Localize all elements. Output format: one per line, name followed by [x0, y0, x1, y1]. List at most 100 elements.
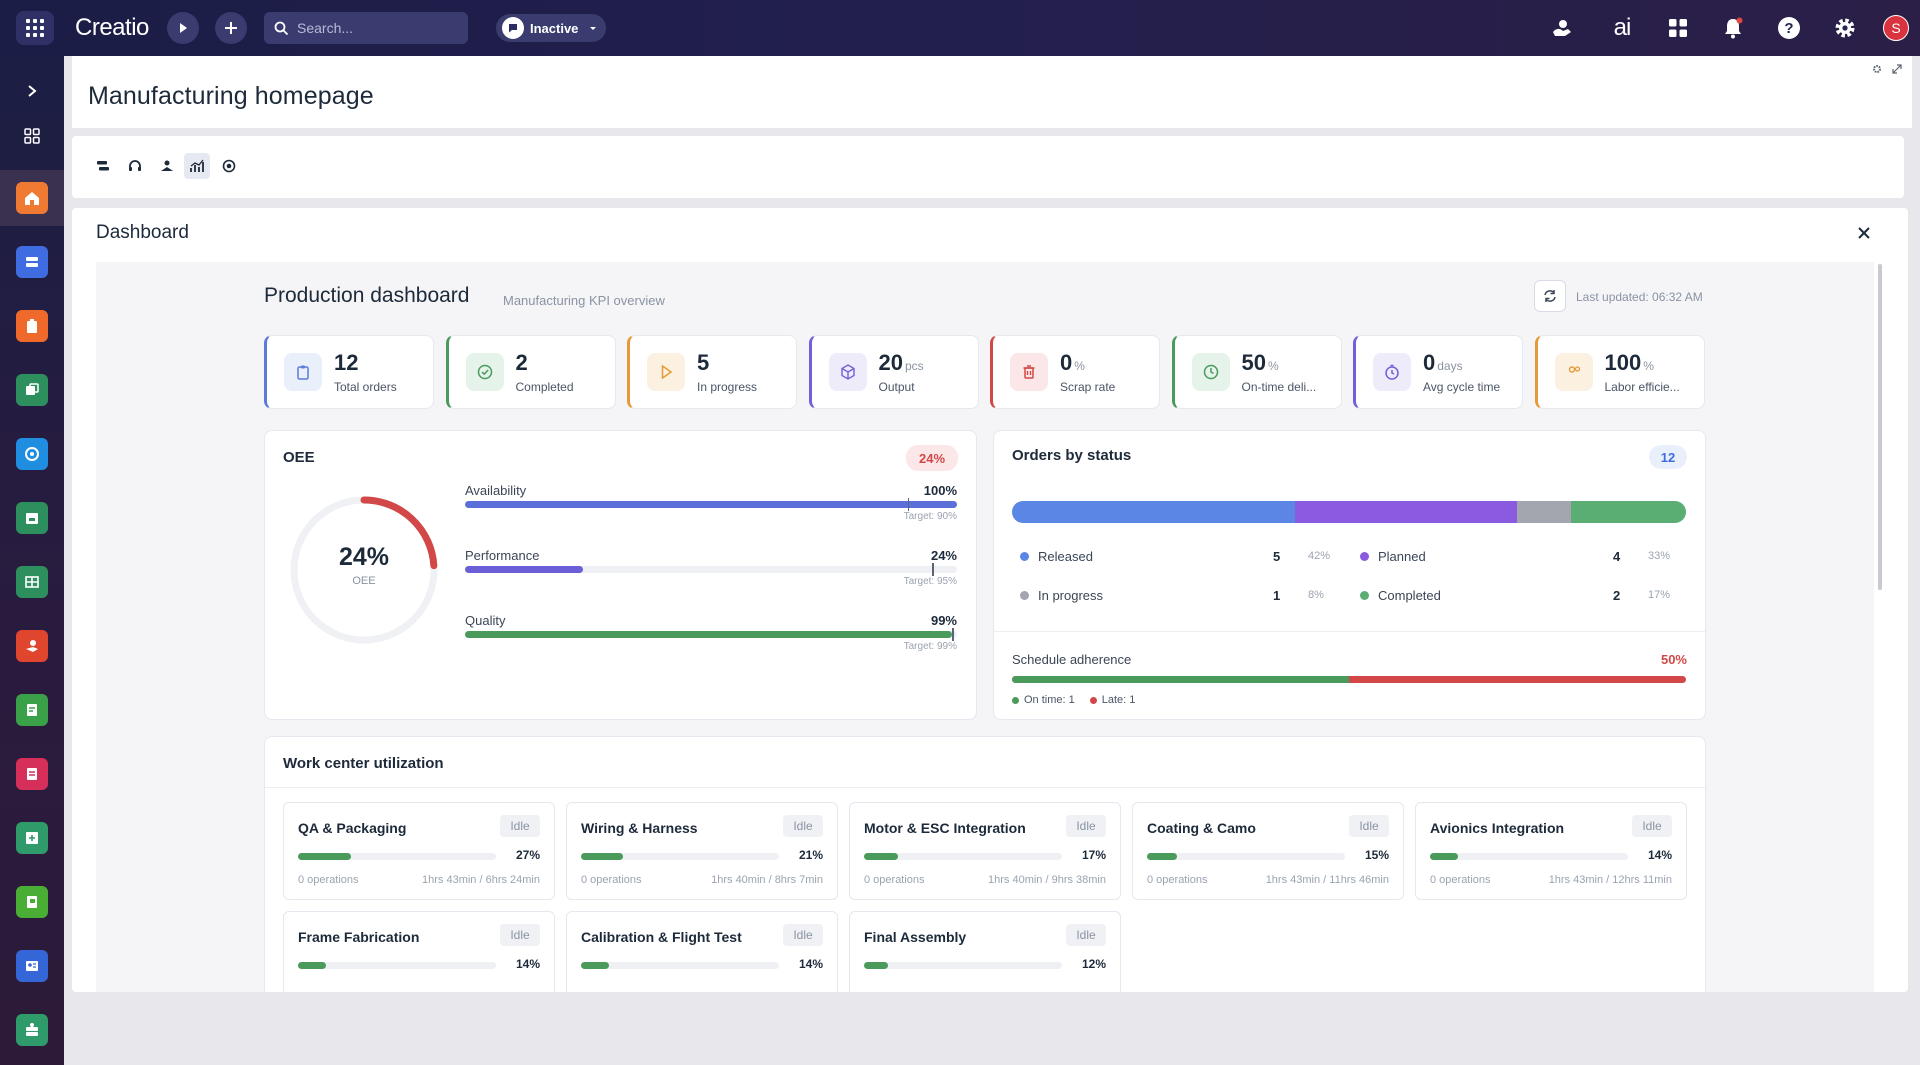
sidebar-expand-button[interactable]: [0, 63, 64, 119]
operations-count: 0 operations: [864, 874, 925, 886]
utilization-percent: 14%: [515, 957, 540, 971]
sidebar-item-2[interactable]: [0, 234, 64, 290]
orders-segment[interactable]: [1517, 501, 1572, 523]
oee-progress-fill: [465, 631, 953, 638]
settings-button[interactable]: [1829, 12, 1861, 44]
apps-button[interactable]: [1662, 12, 1694, 44]
kpi-card: 100% Labor efficie...: [1534, 335, 1705, 409]
schedule-title: Schedule adherence: [1012, 652, 1132, 667]
utilization-track: [298, 853, 496, 860]
user-avatar[interactable]: S: [1883, 15, 1909, 41]
sidebar-item-7[interactable]: [0, 554, 64, 610]
gear-icon: [1835, 18, 1855, 38]
global-search[interactable]: [264, 12, 468, 44]
sidebar-item-home[interactable]: [0, 170, 64, 226]
tab-analytics[interactable]: [184, 153, 210, 179]
utilization-fill: [581, 853, 623, 860]
work-center-tile[interactable]: Calibration & Flight Test Idle 14%: [566, 911, 838, 992]
oee-progress-fill: [465, 566, 584, 573]
work-center-tile[interactable]: QA & Packaging Idle 27% 0 operations 1hrs 43…: [283, 802, 555, 900]
panel-title: Dashboard: [96, 222, 189, 243]
sidebar-all-apps[interactable]: [0, 108, 64, 164]
utilization-fill: [581, 962, 609, 969]
add-button[interactable]: [215, 12, 247, 44]
legend-label: In progress: [1038, 588, 1104, 603]
status-badge: Idle: [500, 815, 540, 837]
sidebar-item-4[interactable]: [0, 362, 64, 418]
settings-small-icon[interactable]: [1872, 64, 1882, 74]
kpi-value-number: 100: [1604, 350, 1642, 375]
sidebar-item-13[interactable]: [0, 938, 64, 994]
divider: [994, 631, 1705, 632]
legend-count: 5: [1273, 549, 1281, 564]
sidebar-item-8[interactable]: [0, 618, 64, 674]
tab-partners[interactable]: [154, 153, 180, 179]
kpi-label: In progress: [697, 380, 758, 394]
sidebar-item-9[interactable]: [0, 682, 64, 738]
work-center-tile[interactable]: Wiring & Harness Idle 21% 0 operations 1hrs …: [566, 802, 838, 900]
sidebar-item-6[interactable]: [0, 490, 64, 546]
search-input[interactable]: [297, 20, 447, 36]
refresh-button[interactable]: [1534, 280, 1566, 312]
chevron-down-icon: [590, 27, 597, 30]
dashboard-tabs: [72, 136, 1904, 198]
work-center-tile[interactable]: Coating & Camo Idle 15% 0 operations 1hrs 43…: [1132, 802, 1404, 900]
user-status-dropdown[interactable]: Inactive: [496, 14, 606, 42]
work-center-tile[interactable]: Avionics Integration Idle 14% 0 operations 1…: [1415, 802, 1687, 900]
panel-scrollbar[interactable]: [1878, 264, 1882, 590]
app-launcher-button[interactable]: [16, 11, 54, 45]
operations-count: 0 operations: [1147, 874, 1208, 886]
kpi-unit: pcs: [904, 359, 924, 373]
sidebar-item-5[interactable]: [0, 426, 64, 482]
help-button[interactable]: ?: [1773, 12, 1805, 44]
schedule-bar-on-time: [1012, 676, 1349, 683]
creatio-logo[interactable]: Creatio: [75, 14, 149, 41]
tab-goals[interactable]: [216, 153, 242, 179]
utilization-fill: [864, 853, 898, 860]
sidebar-item-3[interactable]: [0, 298, 64, 354]
expand-icon[interactable]: [1892, 64, 1902, 74]
status-badge: Idle: [783, 815, 823, 837]
orders-legend-item: In progress: [1020, 588, 1103, 603]
tab-database[interactable]: [90, 153, 116, 179]
refresh-circle-icon: [16, 438, 48, 470]
oee-metric-row: Quality 99% Target: 99%: [465, 613, 957, 657]
orders-segment[interactable]: [1571, 501, 1686, 523]
work-center-tile[interactable]: Frame Fabrication Idle 14%: [283, 911, 555, 992]
communication-panel-button[interactable]: [1546, 12, 1578, 44]
orders-segment[interactable]: [1295, 501, 1518, 523]
tab-headset[interactable]: [122, 153, 148, 179]
kpi-card: 50% On-time deli...: [1171, 335, 1342, 409]
close-button[interactable]: [1854, 223, 1874, 243]
utilization-percent: 21%: [798, 848, 823, 862]
utilization-percent: 15%: [1364, 848, 1389, 862]
run-process-button[interactable]: [167, 12, 199, 44]
work-center-tile[interactable]: Motor & ESC Integration Idle 17% 0 operatio…: [849, 802, 1121, 900]
work-center-name: Avionics Integration: [1430, 820, 1565, 836]
status-badge: Idle: [1632, 815, 1672, 837]
status-label: Inactive: [530, 20, 579, 36]
sidebar-item-10[interactable]: [0, 746, 64, 802]
legend-count: 1: [1273, 588, 1281, 603]
utilization-fill: [298, 853, 352, 860]
ai-copilot-button[interactable]: ai: [1605, 12, 1639, 44]
orders-segment[interactable]: [1012, 501, 1296, 523]
sidebar-item-12[interactable]: [0, 874, 64, 930]
late-dot: [1089, 696, 1097, 704]
utilization-track: [298, 962, 496, 969]
on-time-label: On time: 1: [1024, 694, 1075, 706]
oee-metric-value: 100%: [923, 483, 957, 498]
table-icon: [16, 566, 48, 598]
status-badge: Idle: [1066, 924, 1106, 946]
operations-count: 0 operations: [581, 874, 642, 886]
utilization-track: [1430, 853, 1628, 860]
legend-count: 4: [1613, 549, 1621, 564]
dashboard-title: Production dashboard: [264, 284, 470, 307]
work-center-tile[interactable]: Final Assembly Idle 12%: [849, 911, 1121, 992]
sidebar-item-11[interactable]: [0, 810, 64, 866]
sidebar-item-14[interactable]: [0, 1002, 64, 1058]
work-center-name: Final Assembly: [864, 929, 967, 945]
utilization-fill: [298, 962, 326, 969]
notifications-button[interactable]: [1717, 12, 1749, 44]
kpi-label: Total orders: [334, 380, 397, 394]
